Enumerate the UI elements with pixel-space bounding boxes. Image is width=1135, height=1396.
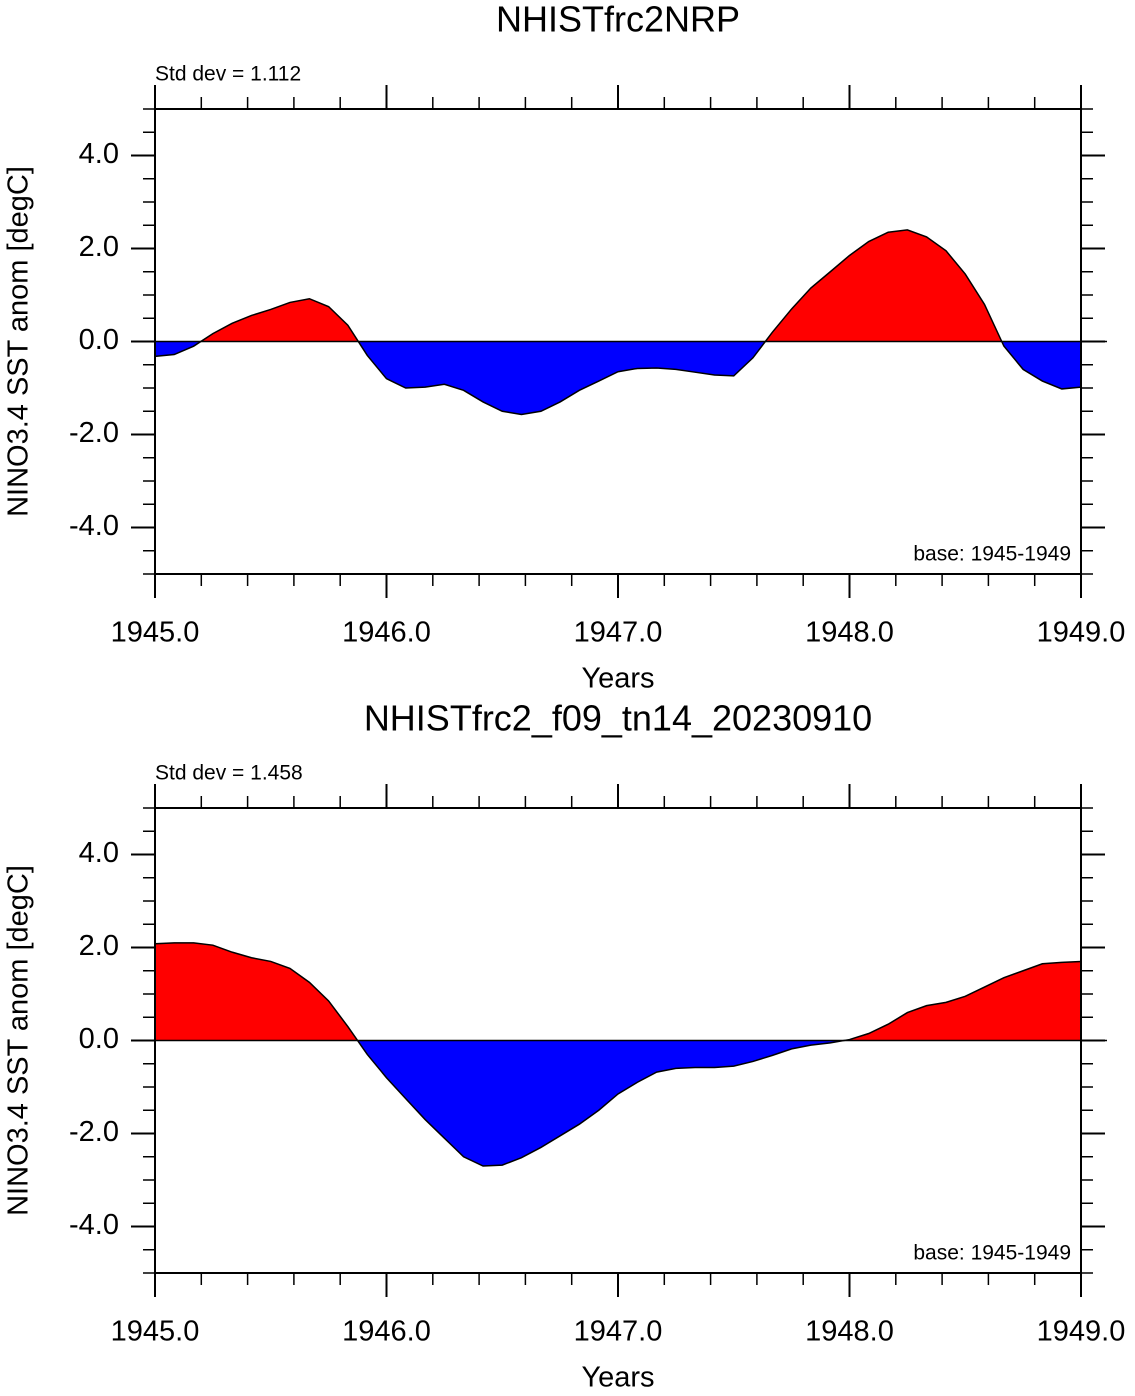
positive-area bbox=[155, 229, 1081, 342]
positive-area bbox=[155, 942, 1081, 1041]
chart-title: NHISTfrc2_f09_tn14_20230910 bbox=[364, 698, 872, 739]
y-tick-label: 4.0 bbox=[79, 837, 119, 869]
y-tick-label: 4.0 bbox=[79, 138, 119, 170]
anomaly-line bbox=[154, 942, 1082, 1167]
y-tick-label: -4.0 bbox=[69, 1209, 119, 1241]
x-tick-label: 1946.0 bbox=[342, 617, 431, 649]
y-tick-label: -2.0 bbox=[69, 417, 119, 449]
anomaly-line bbox=[154, 229, 1082, 416]
x-tick-label: 1946.0 bbox=[342, 1316, 431, 1348]
x-tick-label: 1948.0 bbox=[805, 617, 894, 649]
x-tick-label: 1948.0 bbox=[805, 1316, 894, 1348]
std-dev-label: Std dev = 1.112 bbox=[155, 63, 301, 86]
y-tick-label: 2.0 bbox=[79, 231, 119, 263]
y-tick-label: 0.0 bbox=[79, 324, 119, 356]
y-axis-label: NINO3.4 SST anom [degC] bbox=[3, 166, 35, 517]
x-axis-label: Years bbox=[581, 663, 654, 695]
y-axis-label: NINO3.4 SST anom [degC] bbox=[3, 865, 35, 1216]
base-label: base: 1945-1949 bbox=[913, 1242, 1071, 1265]
x-axis-label: Years bbox=[581, 1362, 654, 1394]
x-tick-label: 1947.0 bbox=[574, 1316, 663, 1348]
x-tick-label: 1949.0 bbox=[1037, 1316, 1126, 1348]
y-tick-label: -2.0 bbox=[69, 1116, 119, 1148]
y-tick-label: 2.0 bbox=[79, 930, 119, 962]
y-tick-label: -4.0 bbox=[69, 510, 119, 542]
base-label: base: 1945-1949 bbox=[913, 543, 1071, 566]
negative-area bbox=[155, 341, 1081, 415]
x-tick-label: 1945.0 bbox=[111, 1316, 200, 1348]
negative-area bbox=[155, 1040, 1081, 1167]
x-tick-label: 1949.0 bbox=[1037, 617, 1126, 649]
x-tick-label: 1947.0 bbox=[574, 617, 663, 649]
x-tick-label: 1945.0 bbox=[111, 617, 200, 649]
chart-title: NHISTfrc2NRP bbox=[496, 0, 740, 40]
y-tick-label: 0.0 bbox=[79, 1023, 119, 1055]
std-dev-label: Std dev = 1.458 bbox=[155, 762, 303, 785]
